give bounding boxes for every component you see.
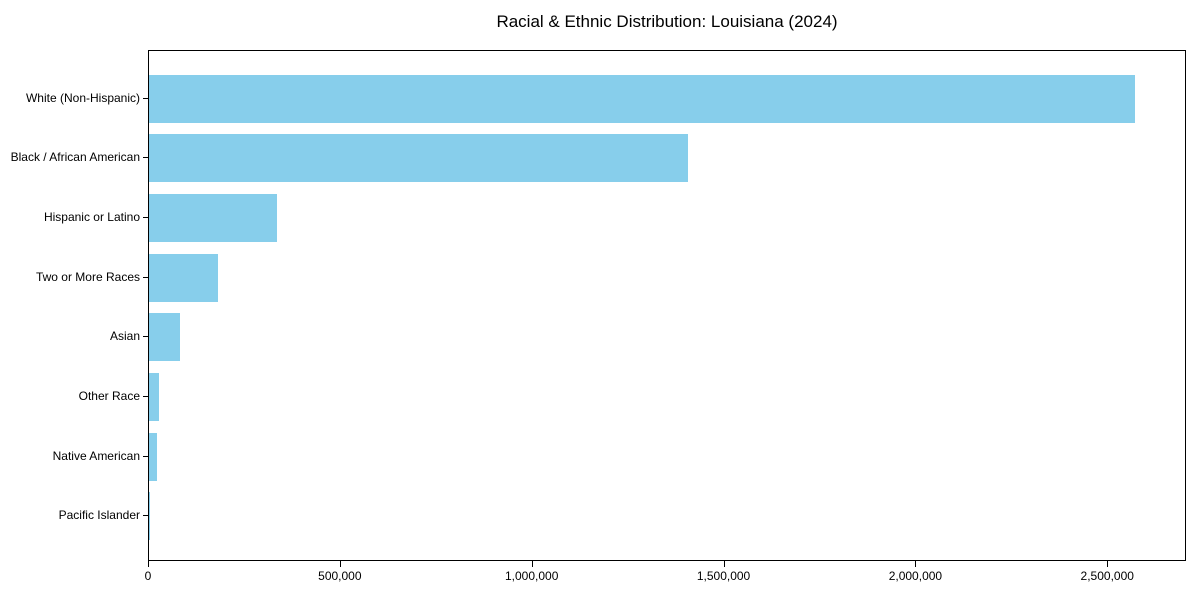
bar-pacific-islander — [149, 492, 150, 541]
x-axis-tick-label: 1,500,000 — [696, 569, 751, 583]
x-axis-tick — [1107, 561, 1109, 567]
y-axis-tick — [143, 276, 148, 278]
x-axis-tick-label: 2,500,000 — [1080, 569, 1134, 583]
y-axis-label: Black / African American — [10, 150, 140, 165]
plot-area — [148, 50, 1186, 561]
y-axis-label: White (Non-Hispanic) — [25, 90, 140, 105]
y-axis-tick — [143, 336, 148, 338]
bar-other-race — [149, 373, 159, 422]
y-axis-label: Two or More Races — [35, 269, 140, 284]
y-axis-tick — [143, 97, 148, 99]
y-axis-tick — [143, 217, 148, 219]
bar-native-american — [149, 432, 157, 481]
y-axis-tick — [143, 515, 148, 517]
x-axis-tick — [531, 561, 533, 567]
x-axis-tick-label: 2,000,000 — [888, 569, 943, 583]
x-axis-tick — [915, 561, 917, 567]
y-axis-label: Asian — [109, 329, 140, 344]
x-axis-tick-label: 0 — [144, 569, 152, 583]
bar-white-non-hispanic — [149, 74, 1136, 123]
x-axis-tick — [723, 561, 725, 567]
chart-title: Racial & Ethnic Distribution: Louisiana … — [496, 12, 838, 31]
bar-asian — [149, 313, 180, 362]
y-axis-tick — [143, 396, 148, 398]
x-axis-tick — [339, 561, 341, 567]
x-axis-tick-label: 500,000 — [318, 569, 362, 583]
y-axis-label: Native American — [52, 448, 140, 463]
y-axis-label: Pacific Islander — [58, 508, 140, 523]
y-axis-tick — [143, 157, 148, 159]
bar-hispanic-or-latino — [149, 194, 277, 243]
bar-two-or-more-races — [149, 253, 219, 302]
x-axis-tick-label: 1,000,000 — [505, 569, 559, 583]
y-axis-label: Hispanic or Latino — [43, 210, 140, 225]
y-axis-tick — [143, 455, 148, 457]
x-axis-tick — [148, 561, 149, 567]
bar-black-african-american — [149, 134, 689, 183]
y-axis-label: Other Race — [78, 389, 140, 404]
